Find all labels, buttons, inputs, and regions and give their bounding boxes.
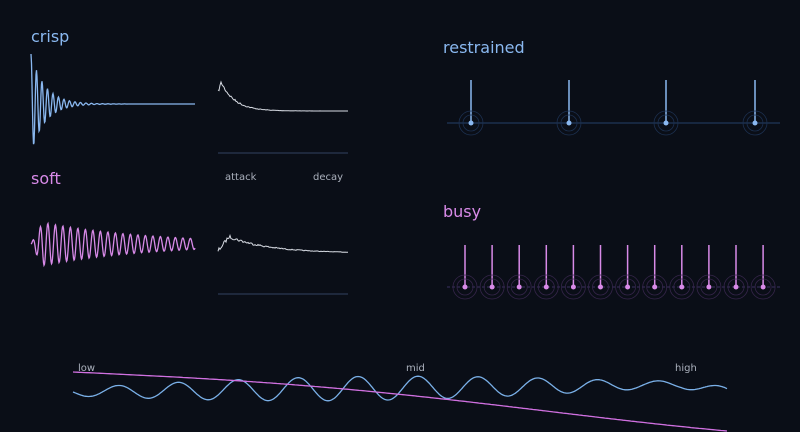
pulse-dot [543, 284, 549, 290]
pulse-ring [673, 278, 691, 296]
pulse-dot [570, 284, 576, 290]
pulse-ring [533, 274, 559, 300]
pulse-ring [615, 274, 640, 300]
pulse-ring [588, 274, 613, 300]
pulse-ring [754, 278, 772, 296]
rhythm-label: busy [443, 202, 481, 221]
pulse-ring [565, 278, 582, 296]
pulse-ring [456, 278, 474, 296]
pulse-dot [516, 284, 522, 290]
pulse-dot [598, 284, 603, 290]
pulse-dot [706, 284, 712, 290]
pulse-dot [679, 284, 685, 290]
rhythm-label: restrained [443, 38, 525, 57]
pulse-dot [462, 284, 468, 290]
pulse-ring [657, 114, 675, 132]
pulse-ring [646, 278, 664, 296]
pulse-ring [483, 278, 501, 296]
pulse-dot [566, 120, 572, 126]
row-label: soft [31, 169, 61, 188]
pulse-dot [489, 284, 495, 290]
pulse-dot [468, 120, 474, 126]
pulse-ring [619, 278, 636, 296]
spectrum-tilt [72, 371, 728, 432]
spectrum-wave [72, 375, 728, 402]
pulse-ring [642, 274, 668, 300]
pulse-ring [653, 110, 679, 136]
spectrum-label: high [675, 363, 697, 374]
pulse-ring [510, 278, 528, 296]
pulse-ring [452, 274, 478, 300]
pulse-ring [696, 274, 722, 300]
pulse-ring [537, 278, 555, 296]
axis-label: attack [225, 172, 257, 183]
pulse-dot [663, 120, 669, 126]
pulse-dot [760, 284, 766, 290]
envelope [217, 80, 348, 112]
pulse-ring [727, 278, 745, 296]
pulse-ring [742, 110, 768, 136]
spectrum-label: low [78, 363, 95, 374]
pulse-dot [752, 120, 758, 126]
pulse-ring [560, 114, 578, 132]
waveform [30, 221, 196, 268]
waveform [30, 53, 195, 145]
envelope [217, 234, 348, 253]
pulse-dot [652, 284, 658, 290]
pulse-ring [462, 114, 480, 132]
spectrum-label: mid [406, 363, 425, 374]
pulse-ring [458, 110, 484, 136]
pulse-ring [750, 274, 776, 300]
pulse-ring [506, 274, 532, 300]
pulse-ring [746, 114, 764, 132]
pulse-dot [733, 284, 739, 290]
pulse-ring [561, 274, 586, 300]
row-label: crisp [31, 27, 69, 46]
pulse-ring [479, 274, 505, 300]
axis-label: decay [313, 172, 343, 183]
pulse-ring [669, 274, 695, 300]
pulse-ring [592, 278, 609, 296]
pulse-ring [723, 274, 749, 300]
pulse-ring [700, 278, 718, 296]
pulse-ring [556, 110, 582, 136]
pulse-dot [625, 284, 631, 290]
